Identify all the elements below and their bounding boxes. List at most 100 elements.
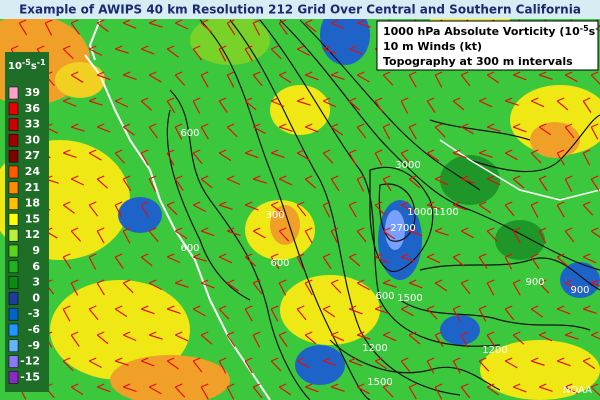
- wind-barb: [530, 308, 544, 318]
- wind-barb-flag: [374, 201, 383, 206]
- wind-barb-flag: [88, 305, 97, 310]
- wind-barb-flag: [226, 175, 235, 180]
- wind-barb: [382, 334, 397, 342]
- wind-barb-flag: [200, 227, 209, 232]
- wind-barb-flag: [556, 305, 565, 310]
- wind-barb: [200, 386, 209, 400]
- wind-barb-flag: [174, 279, 183, 284]
- wind-barb-flag: [278, 175, 287, 180]
- wind-barb-flag: [148, 383, 157, 388]
- wind-barb-flag: [400, 305, 409, 310]
- wind-barb-flag: [564, 227, 573, 232]
- wind-barb-flag: [88, 253, 97, 258]
- wind-barb-flag: [278, 19, 287, 24]
- wind-barb-flag: [330, 19, 339, 24]
- wind-barb-flag: [486, 331, 495, 336]
- wind-barb-flag: [556, 149, 565, 154]
- wind-barb-flag: [96, 123, 105, 128]
- wind-barb: [244, 308, 253, 322]
- wind-barb-flag: [218, 149, 227, 154]
- wind-barb: [141, 308, 155, 315]
- wind-barb: [62, 308, 71, 322]
- wind-barb: [538, 334, 553, 342]
- wind-barb: [408, 126, 417, 140]
- wind-barb-flag: [18, 19, 27, 24]
- wind-barb: [218, 308, 230, 320]
- wind-barb-flag: [512, 331, 521, 336]
- wind-barb: [192, 100, 201, 114]
- wind-barb: [452, 308, 461, 322]
- wind-barb-flag: [486, 71, 495, 76]
- wind-barb: [487, 126, 501, 132]
- wind-barb: [149, 22, 163, 28]
- wind-barb-flag: [400, 253, 409, 258]
- wind-barb-flag: [478, 357, 487, 362]
- wind-barb-flag: [582, 253, 591, 258]
- wind-barb: [539, 386, 553, 392]
- wind-barb: [408, 386, 417, 400]
- wind-barb: [166, 100, 176, 114]
- wind-barb-flag: [122, 19, 131, 24]
- wind-barb: [582, 256, 597, 264]
- info-text: 1000 hPa Absolute Vorticity (10-5s-1)10 …: [383, 24, 600, 69]
- wind-barb: [478, 256, 488, 269]
- wind-barb-flag: [62, 149, 71, 154]
- wind-barb: [245, 204, 259, 211]
- wind-barb-flag: [252, 383, 261, 388]
- wind-barb: [331, 386, 345, 392]
- wind-barb-flag: [70, 227, 79, 232]
- wind-barb-flag: [244, 45, 253, 50]
- wind-barb: [348, 100, 361, 111]
- wind-barb-flag: [356, 123, 365, 128]
- wind-barb: [166, 360, 180, 370]
- wind-barb: [426, 256, 441, 264]
- wind-barb: [140, 204, 149, 218]
- wind-barb-flag: [218, 201, 227, 206]
- wind-barb-flag: [148, 227, 157, 232]
- wind-barb: [218, 360, 227, 374]
- wind-barb-flag: [564, 71, 573, 76]
- wind-barb-flag: [226, 279, 235, 284]
- colorbar-label: -15: [20, 370, 40, 383]
- wind-barb: [226, 22, 236, 36]
- credit: NOAA: [563, 385, 592, 396]
- wind-barb-flag: [590, 383, 599, 388]
- wind-barb-flag: [564, 331, 573, 336]
- wind-barb: [531, 360, 545, 366]
- superscript: -1: [595, 24, 600, 33]
- wind-barb-flag: [538, 383, 547, 388]
- wind-barb: [349, 360, 363, 367]
- wind-barb-flag: [590, 71, 599, 76]
- wind-barb-flag: [304, 175, 313, 180]
- wind-barb-flag: [478, 97, 487, 102]
- wind-barb: [278, 74, 292, 84]
- wind-barb-flag: [304, 227, 313, 232]
- wind-barb-flag: [70, 71, 79, 76]
- wind-barb-flag: [348, 357, 357, 362]
- wind-barb-flag: [434, 123, 443, 128]
- wind-barb-flag: [304, 279, 313, 284]
- wind-barb: [166, 48, 179, 58]
- wind-barb: [279, 126, 293, 132]
- wind-barb-flag: [564, 175, 573, 180]
- wind-barb: [226, 74, 235, 88]
- wind-barb: [166, 204, 178, 216]
- wind-barb: [356, 230, 367, 243]
- wind-barb: [512, 230, 521, 244]
- wind-barb-flag: [434, 227, 443, 232]
- wind-barb-flag: [530, 201, 539, 206]
- info-box: [376, 20, 599, 71]
- wind-barb-flag: [296, 201, 305, 206]
- wind-barb: [192, 152, 203, 165]
- wind-barb-flag: [486, 227, 495, 232]
- wind-barb: [434, 126, 446, 138]
- wind-barb: [252, 22, 261, 36]
- wind-barb: [148, 386, 162, 395]
- contour-label: 600: [180, 128, 199, 139]
- wind-barb: [530, 204, 539, 218]
- wind-barb: [322, 204, 331, 218]
- wind-barb: [349, 308, 363, 315]
- wind-barb: [564, 230, 575, 243]
- wind-barb: [114, 256, 124, 269]
- wind-barb-flag: [278, 227, 287, 232]
